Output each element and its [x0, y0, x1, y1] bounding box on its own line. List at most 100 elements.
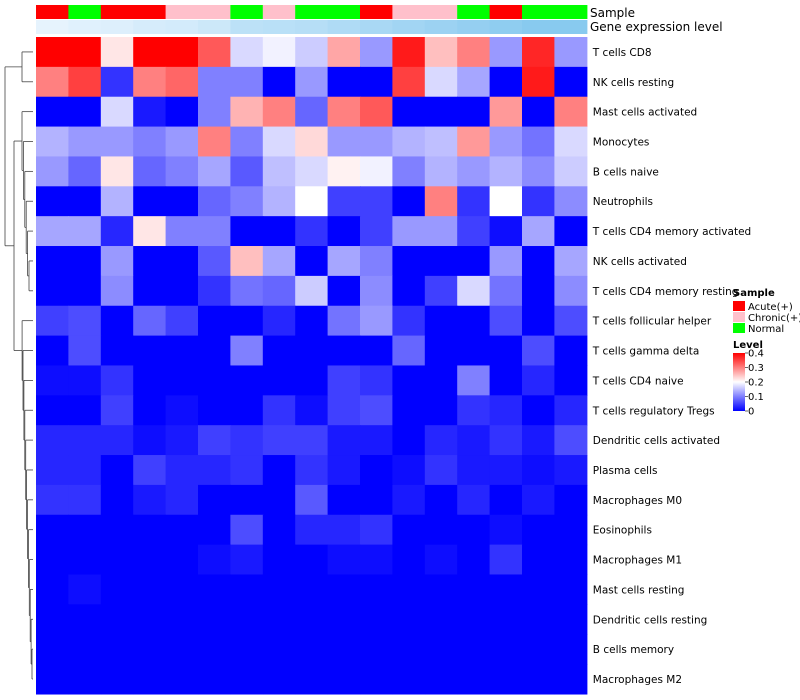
- heatmap-cell: [230, 216, 264, 247]
- heatmap-cell: [262, 604, 296, 635]
- heatmap-cell: [489, 544, 523, 576]
- heatmap-cell: [133, 544, 167, 576]
- heatmap-cell: [424, 275, 458, 307]
- heatmap-cell: [295, 664, 329, 695]
- heatmap-cell: [489, 156, 523, 187]
- heatmap-cell: [295, 66, 329, 98]
- heatmap-cell: [424, 664, 458, 695]
- heatmap-cell: [36, 96, 69, 128]
- heatmap-cell: [100, 514, 134, 546]
- heatmap-cell: [133, 156, 167, 187]
- heatmap-cell: [230, 365, 264, 396]
- legend-level-ticks: 0.4 0.3 0.2 0.1 0: [745, 349, 764, 418]
- heatmap-cell: [554, 664, 588, 695]
- heatmap-cell: [100, 96, 134, 128]
- heatmap-cell: [100, 66, 134, 98]
- heatmap-cell: [327, 156, 361, 187]
- heatmap-cell: [554, 634, 588, 665]
- heatmap-cell: [489, 186, 523, 217]
- heatmap-cell: [100, 634, 134, 665]
- heatmap-cell: [392, 574, 426, 605]
- heatmap-cell: [36, 484, 69, 516]
- heatmap-cell: [327, 96, 361, 128]
- heatmap-cell: [327, 544, 361, 576]
- heatmap-cell: [100, 455, 134, 486]
- heatmap-cell: [360, 664, 393, 695]
- heatmap-cell: [489, 514, 523, 546]
- heatmap-cell: [295, 574, 329, 605]
- heatmap-cell: [457, 96, 491, 128]
- heatmap-cell: [392, 275, 426, 307]
- heatmap-cell: [522, 246, 555, 277]
- heatmap-cell: [36, 425, 69, 456]
- gene-annotation-cell: [68, 20, 102, 34]
- heatmap-cell: [424, 305, 458, 337]
- heatmap-cell: [68, 156, 102, 187]
- heatmap-cell: [489, 275, 523, 307]
- heatmap-cell: [522, 455, 555, 486]
- heatmap-cell: [489, 395, 523, 426]
- heatmap-cell: [36, 156, 69, 187]
- heatmap-cell: [262, 365, 296, 396]
- heatmap-cell: [165, 634, 199, 665]
- heatmap-cell: [100, 335, 134, 367]
- heatmap-cell: [198, 246, 231, 277]
- heatmap-cell: [262, 246, 296, 277]
- heatmap-cell: [36, 514, 69, 546]
- heatmap-cell: [489, 634, 523, 665]
- sample-annotation-cell: [198, 5, 231, 19]
- heatmap-cell: [295, 275, 329, 307]
- heatmap-cell: [230, 664, 264, 695]
- heatmap-cell: [489, 66, 523, 98]
- heatmap-cell: [522, 395, 555, 426]
- legend-sample-label: Acute(+): [748, 302, 793, 313]
- heatmap-cell: [262, 664, 296, 695]
- gene-annotation-cell: [165, 20, 199, 34]
- heatmap-cell: [133, 455, 167, 486]
- row-label: Mast cells resting: [593, 584, 685, 596]
- heatmap-cell: [522, 126, 555, 158]
- heatmap-cell: [165, 305, 199, 337]
- legend-sample-label: Chronic(+): [748, 313, 800, 324]
- heatmap-cell: [230, 335, 264, 367]
- heatmap-cell: [262, 305, 296, 337]
- heatmap-cell: [133, 66, 167, 98]
- heatmap-cell: [457, 66, 491, 98]
- gene-annotation-cell: [198, 20, 231, 34]
- heatmap-cell: [424, 335, 458, 367]
- legend-level-tick-label: 0.2: [748, 378, 764, 389]
- heatmap-cell: [295, 246, 329, 277]
- heatmap-cell: [360, 96, 393, 128]
- heatmap-cell: [133, 395, 167, 426]
- heatmap-cell: [230, 544, 264, 576]
- heatmap-cell: [133, 484, 167, 516]
- heatmap-cell: [327, 66, 361, 98]
- heatmap-cell: [457, 186, 491, 217]
- sample-annotation-cell: [424, 5, 458, 19]
- heatmap-cell: [392, 96, 426, 128]
- heatmap-cell: [360, 216, 393, 247]
- row-label: T cells follicular helper: [592, 316, 712, 328]
- heatmap-cell: [100, 604, 134, 635]
- heatmap-cell: [100, 126, 134, 158]
- heatmap-cell: [392, 484, 426, 516]
- heatmap-cell: [100, 365, 134, 396]
- heatmap-cell: [424, 186, 458, 217]
- heatmap-cells: [36, 37, 588, 695]
- heatmap-cell: [262, 275, 296, 307]
- gene-annotation-cell: [36, 20, 69, 34]
- heatmap-cell: [262, 216, 296, 247]
- heatmap-cell: [230, 604, 264, 635]
- heatmap-cell: [424, 395, 458, 426]
- heatmap-cell: [489, 664, 523, 695]
- heatmap-cell: [360, 484, 393, 516]
- row-label: T cells CD4 memory activated: [592, 226, 751, 238]
- heatmap-cell: [230, 246, 264, 277]
- heatmap-cell: [360, 37, 393, 68]
- heatmap-cell: [36, 574, 69, 605]
- row-label: NK cells activated: [593, 256, 687, 268]
- heatmap-cell: [457, 246, 491, 277]
- row-label: Dendritic cells activated: [593, 435, 720, 447]
- heatmap-cell: [522, 305, 555, 337]
- heatmap-cell: [295, 216, 329, 247]
